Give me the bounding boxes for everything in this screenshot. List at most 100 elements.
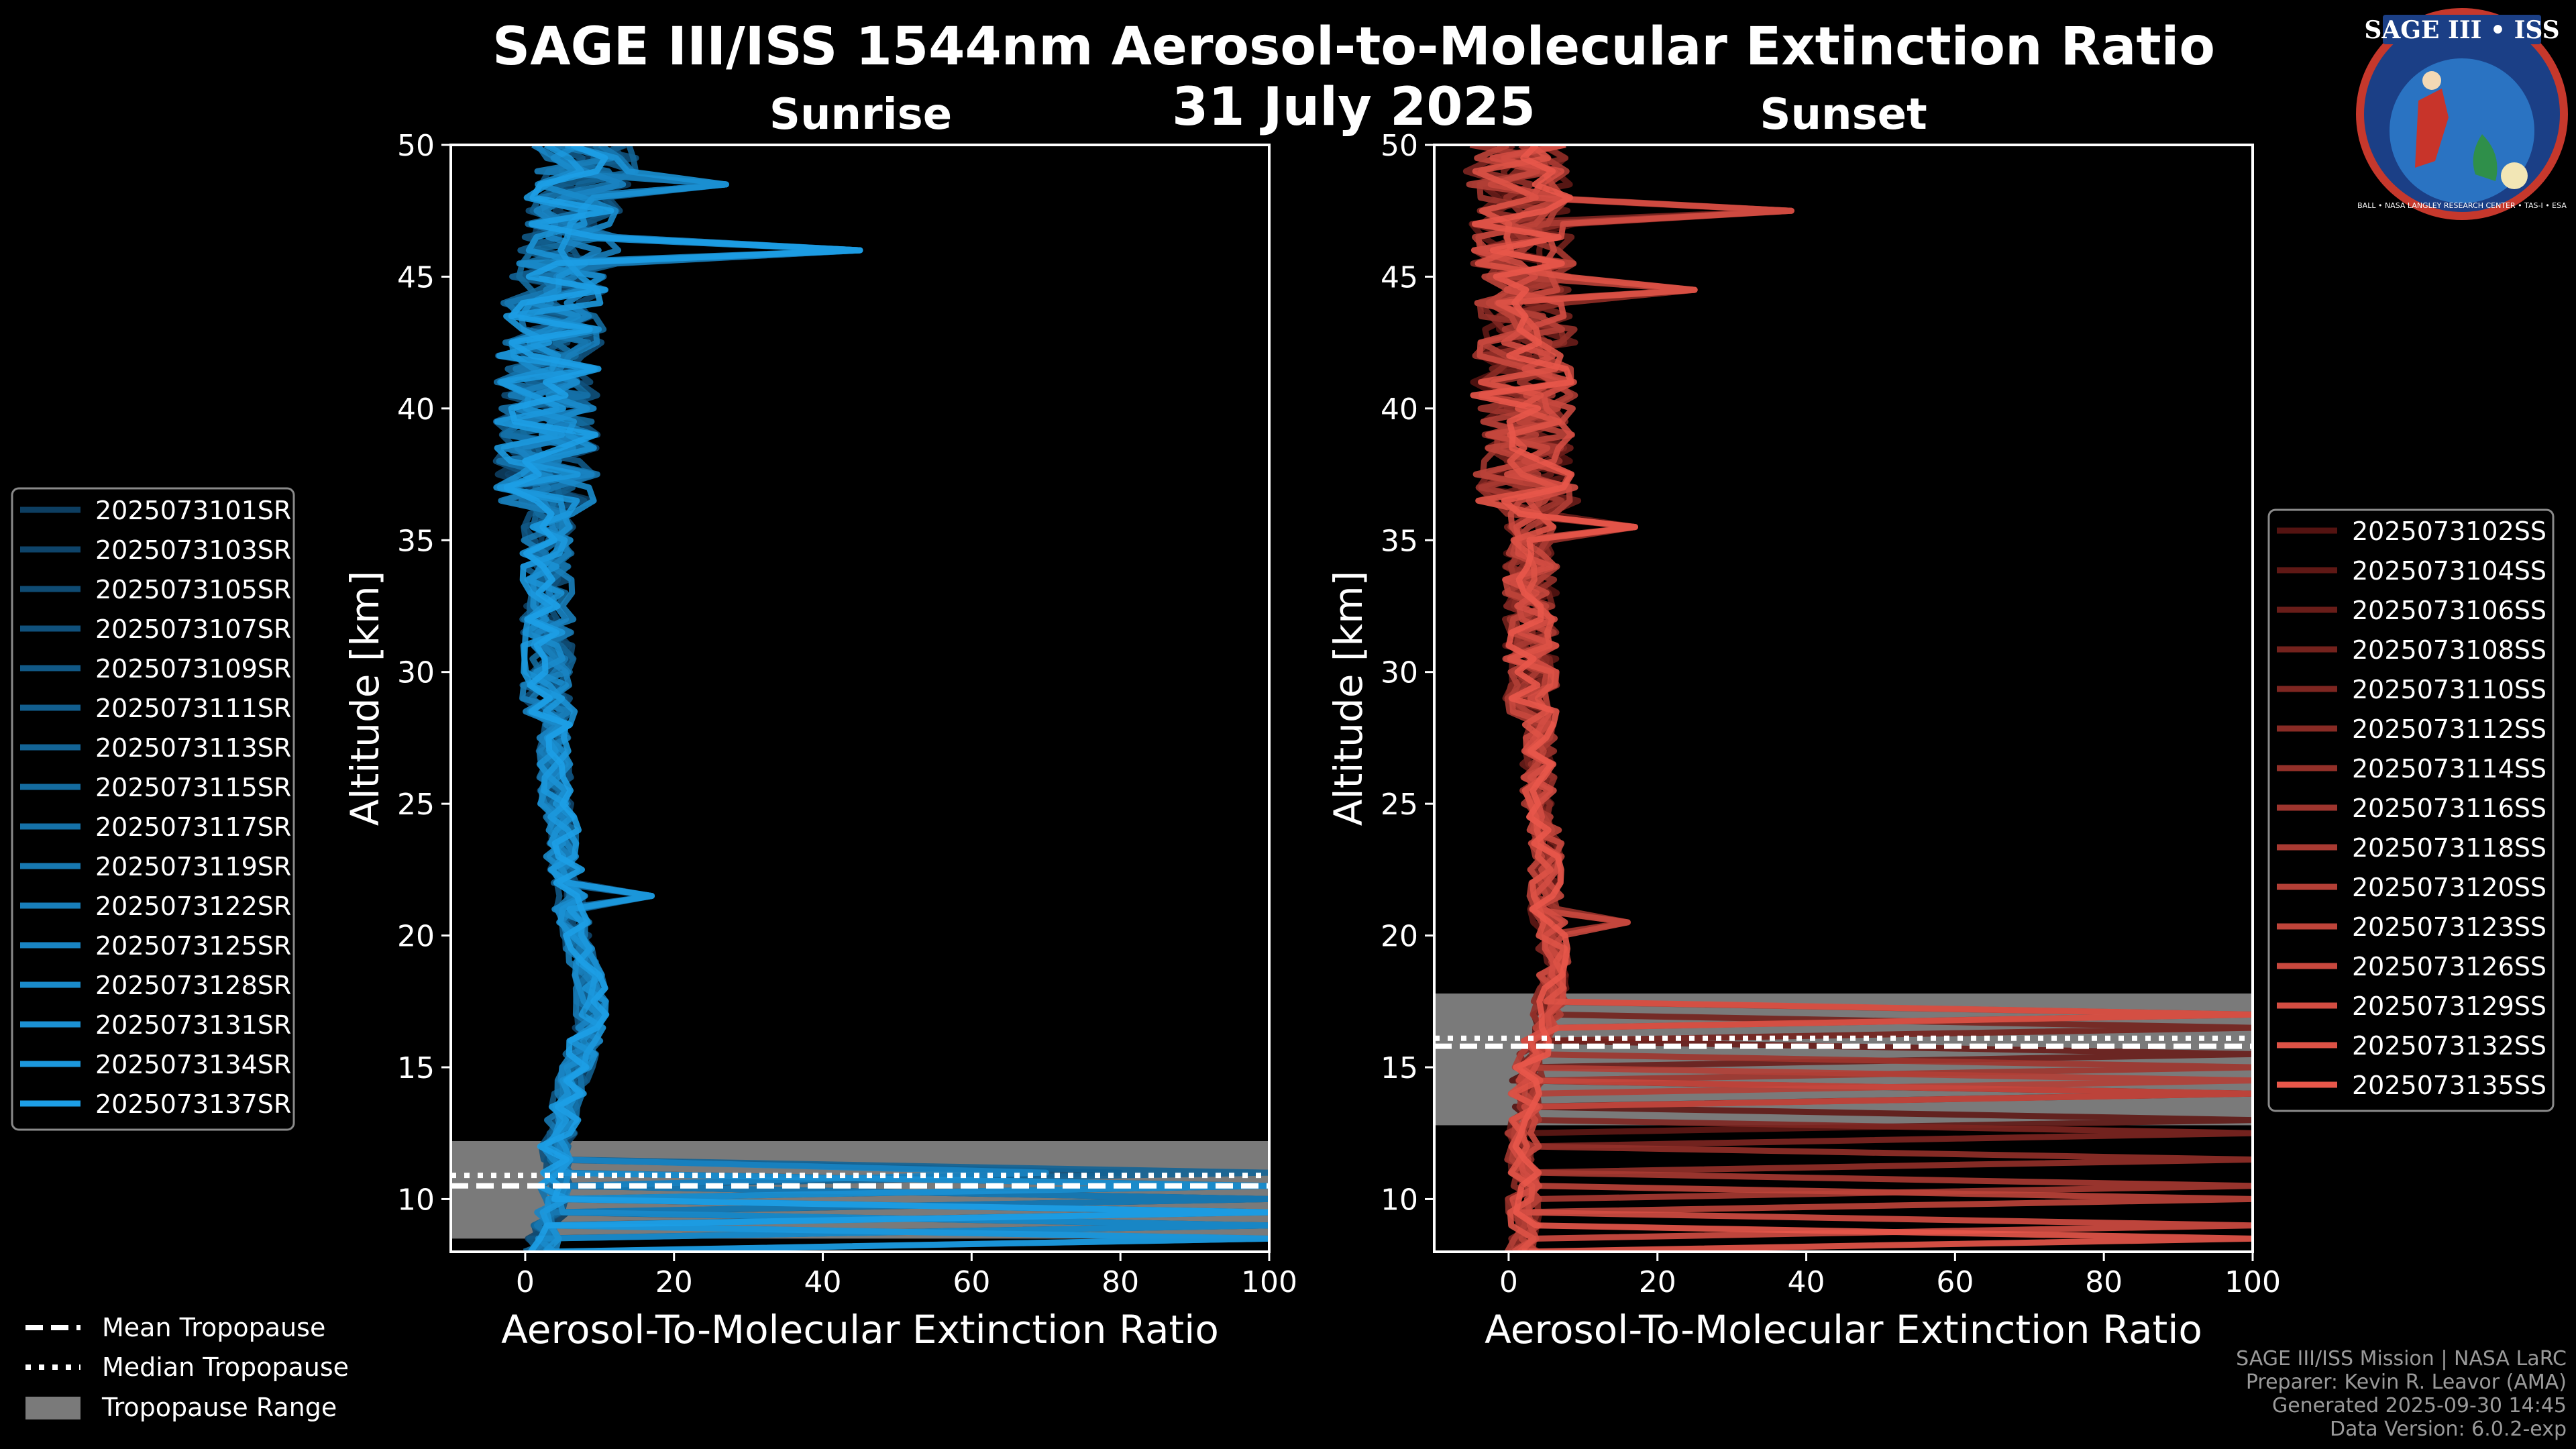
figure-date: 31 July 2025 (1172, 77, 1536, 138)
legend-label-2025073123SS: 2025073123SS (2352, 912, 2546, 942)
legend-label-2025073113SR: 2025073113SR (95, 733, 291, 763)
sunrise-ytick-label: 30 (397, 656, 435, 690)
sunset-xtick-label: 80 (2085, 1265, 2123, 1299)
legend-label-2025073101SR: 2025073101SR (95, 496, 291, 525)
legend-label-2025073125SR: 2025073125SR (95, 931, 291, 961)
sunset-legend-frame (2267, 508, 2555, 1112)
legend-label-2025073115SR: 2025073115SR (95, 773, 291, 802)
sunset-ytick-label: 40 (1381, 392, 1418, 427)
sunset-xtick-label: 20 (1639, 1265, 1676, 1299)
legend-label-2025073135SS: 2025073135SS (2352, 1071, 2546, 1100)
logo-fine-print: BALL • NASA LANGLEY RESEARCH CENTER • TA… (2357, 201, 2567, 210)
sunrise-xtick-label: 60 (953, 1265, 990, 1299)
sunrise-xtick-label: 100 (1241, 1265, 1297, 1299)
median-tropopause-label: Median Tropopause (102, 1352, 349, 1382)
sunrise-ytick-label: 20 (397, 920, 435, 954)
sunset-ytick-label: 30 (1381, 656, 1418, 690)
logo-banner (2383, 15, 2541, 44)
sunrise-panel: 0 20 40 60 80 100 10 15 20 25 30 35 40 45 50 Aerosol-To… (342, 129, 1297, 1352)
logo-continent (2473, 134, 2498, 181)
logo-name: SAGE III • ISS (2364, 16, 2559, 44)
sunrise-legend-frame (11, 487, 295, 1131)
sunset-ytick-label: 15 (1381, 1051, 1418, 1085)
legend-label-2025073110SS: 2025073110SS (2352, 675, 2546, 704)
legend-label-2025073132SS: 2025073132SS (2352, 1031, 2546, 1061)
sunrise-legend-entries: 2025073101SR 2025073103SR 2025073105SR 2025… (20, 496, 291, 1119)
legend-label-2025073134SR: 2025073134SR (95, 1050, 291, 1079)
legend-label-2025073118SS: 2025073118SS (2352, 833, 2546, 863)
footer-credits: SAGE III/ISS Mission | NASA LaRC Prepare… (2236, 1347, 2567, 1441)
legend-label-2025073105SR: 2025073105SR (95, 575, 291, 604)
legend-label-2025073128SR: 2025073128SR (95, 971, 291, 1000)
sunset-xtick-label: 100 (2224, 1265, 2281, 1299)
sunset-x-axis-label: Aerosol-To-Molecular Extinction Ratio (1485, 1307, 2202, 1352)
credit-data-version: Data Version: 6.0.2-exp (2330, 1417, 2567, 1441)
sunrise-ytick-label: 45 (397, 260, 435, 294)
sunset-panel: 0 20 40 60 80 100 10 15 20 25 30 35 40 45 50 Aerosol-To… (1326, 129, 2281, 1352)
mean-tropopause-label: Mean Tropopause (102, 1313, 325, 1342)
legend-label-2025073129SS: 2025073129SS (2352, 991, 2546, 1021)
legend-label-2025073116SS: 2025073116SS (2352, 794, 2546, 823)
sunset-y-axis-label: Altitude [km] (1326, 571, 1371, 826)
credit-mission: SAGE III/ISS Mission | NASA LaRC (2236, 1347, 2567, 1371)
credit-generated: Generated 2025-09-30 14:45 (2272, 1394, 2567, 1417)
sage-iii-iss-logo: SAGE III • ISS BALL • NASA LANGLEY RESEA… (2356, 8, 2568, 220)
sunrise-x-axis-label: Aerosol-To-Molecular Extinction Ratio (501, 1307, 1219, 1352)
sunset-ytick-label: 45 (1381, 260, 1418, 294)
legend-label-2025073122SR: 2025073122SR (95, 892, 291, 921)
tropopause-legend: Mean Tropopause Median Tropopause Tropop… (25, 1313, 349, 1422)
sunrise-axes-frame (449, 144, 1271, 1253)
legend-label-2025073131SR: 2025073131SR (95, 1010, 291, 1040)
sunrise-ytick-label: 40 (397, 392, 435, 427)
legend-label-2025073112SS: 2025073112SS (2352, 714, 2546, 744)
sunrise-xtick-label: 0 (516, 1265, 535, 1299)
sunrise-profile-2025073137SR (503, 145, 1269, 1252)
legend-label-2025073137SR: 2025073137SR (95, 1089, 291, 1119)
sunrise-ytick-label: 35 (397, 524, 435, 558)
sunrise-legend: 2025073101SR 2025073103SR 2025073105SR 2025… (11, 487, 295, 1131)
sunset-xtick-label: 40 (1788, 1265, 1825, 1299)
legend-label-2025073119SR: 2025073119SR (95, 852, 291, 881)
figure-title: SAGE III/ISS 1544nm Aerosol-to-Molecular… (492, 17, 2215, 77)
legend-label-2025073114SS: 2025073114SS (2352, 754, 2546, 784)
legend-label-2025073104SS: 2025073104SS (2352, 556, 2546, 586)
sunrise-xtick-label: 80 (1102, 1265, 1139, 1299)
sunset-ytick-label: 20 (1381, 920, 1418, 954)
tropopause-range-swatch (25, 1397, 80, 1419)
sunset-ytick-label: 50 (1381, 129, 1418, 163)
sunset-axes-frame (1433, 144, 2254, 1253)
tropopause-range-label: Tropopause Range (101, 1393, 337, 1422)
sunrise-y-axis-label: Altitude [km] (342, 571, 388, 826)
sunset-xtick-label: 60 (1936, 1265, 1974, 1299)
sunrise-ytick-label: 10 (397, 1183, 435, 1217)
legend-label-2025073106SS: 2025073106SS (2352, 596, 2546, 625)
sunset-legend: 2025073102SS 2025073104SS 2025073106SS 2025… (2267, 508, 2555, 1112)
legend-label-2025073120SS: 2025073120SS (2352, 873, 2546, 902)
logo-wizard-robe (2415, 89, 2449, 168)
credit-preparer: Preparer: Kevin R. Leavor (AMA) (2246, 1371, 2567, 1394)
sunrise-xtick-label: 20 (655, 1265, 693, 1299)
sunset-ytick-label: 35 (1381, 524, 1418, 558)
sunrise-profiles (492, 145, 1269, 1252)
legend-label-2025073103SR: 2025073103SR (95, 535, 291, 565)
sunset-ytick-label: 25 (1381, 788, 1418, 822)
sunset-panel-title: Sunset (1760, 90, 1927, 140)
sunset-xtick-label: 0 (1499, 1265, 1518, 1299)
sunrise-ytick-label: 50 (397, 129, 435, 163)
legend-label-2025073102SS: 2025073102SS (2352, 517, 2546, 546)
sunrise-xtick-label: 40 (804, 1265, 842, 1299)
sunrise-panel-title: Sunrise (769, 90, 952, 140)
sunset-ytick-label: 10 (1381, 1183, 1418, 1217)
legend-label-2025073111SR: 2025073111SR (95, 694, 291, 723)
sunset-profile-2025073135SS (1470, 145, 2253, 1252)
logo-moon (2501, 162, 2528, 189)
sunset-profiles (1462, 145, 2253, 1252)
legend-label-2025073126SS: 2025073126SS (2352, 952, 2546, 981)
legend-label-2025073108SS: 2025073108SS (2352, 635, 2546, 665)
logo-earth-disc (2390, 58, 2534, 203)
legend-label-2025073117SR: 2025073117SR (95, 812, 291, 842)
sunrise-ytick-label: 25 (397, 788, 435, 822)
sunrise-ytick-label: 15 (397, 1051, 435, 1085)
sunset-legend-entries: 2025073102SS 2025073104SS 2025073106SS 2025… (2277, 517, 2546, 1100)
